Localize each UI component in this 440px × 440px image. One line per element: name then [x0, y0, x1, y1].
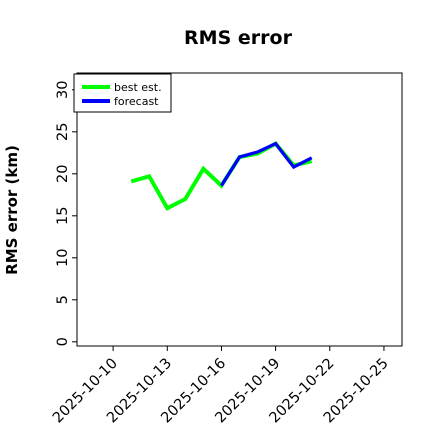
plot-area: [76, 72, 403, 347]
chart-title: RMS error: [184, 27, 293, 49]
y-tick-label: 20: [55, 165, 71, 183]
y-tick-label: 5: [55, 295, 71, 304]
legend-label-forecast: forecast: [114, 95, 159, 108]
series-layer: [130, 141, 313, 211]
legend: best est. forecast: [73, 73, 172, 113]
y-tick-label: 25: [55, 123, 71, 141]
y-tick-label: 0: [55, 337, 71, 346]
y-axis: 0 5 10 15 20 25 30: [55, 81, 77, 346]
legend-box: [73, 73, 172, 113]
y-tick-label: 30: [55, 81, 71, 99]
series-line-forecast: [220, 141, 313, 187]
legend-label-best-est: best est.: [114, 81, 162, 94]
y-axis-label: RMS error (km): [3, 145, 21, 275]
x-axis: 2025-10-102025-10-132025-10-162025-10-19…: [50, 346, 392, 426]
y-tick-label: 10: [55, 249, 71, 267]
y-tick-label: 15: [55, 207, 71, 225]
